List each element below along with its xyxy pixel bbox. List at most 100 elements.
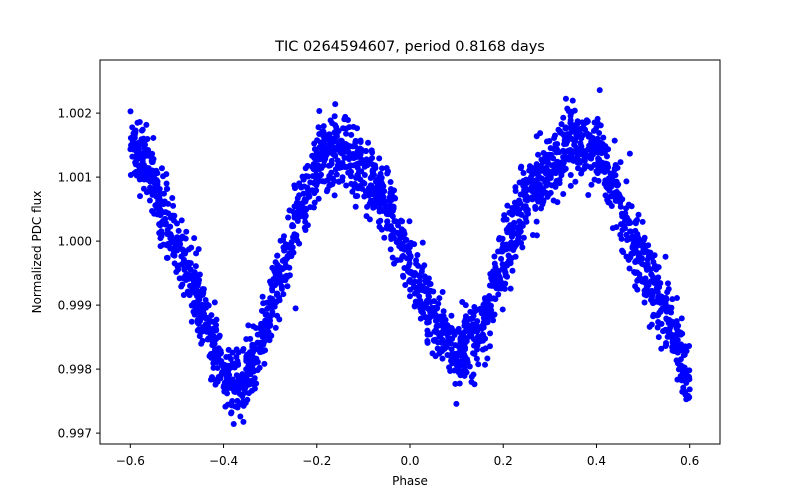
data-point [511,219,518,226]
data-point [369,168,376,175]
data-point [280,291,287,298]
data-point [399,234,406,241]
data-point [372,199,379,206]
data-point [389,254,396,261]
data-point [315,195,322,202]
y-tick-label: 1.001 [58,171,92,185]
data-point [405,263,412,270]
data-point [474,318,481,325]
data-point [184,271,191,278]
data-point [225,376,232,383]
data-point [224,390,231,397]
data-point [511,230,518,237]
data-point [150,134,157,141]
data-point [679,374,686,381]
data-point [452,342,459,349]
data-point [524,195,531,202]
data-point [567,125,574,132]
data-point [614,182,621,189]
data-point [470,336,477,343]
data-point [504,202,511,209]
data-point [655,274,662,281]
data-point [178,253,185,260]
data-point [448,312,455,319]
data-point [575,165,582,172]
data-point [315,124,322,131]
data-point [471,326,478,333]
data-point [375,218,382,225]
data-point [153,167,160,174]
data-point [289,222,296,229]
data-point [433,323,440,330]
data-point [602,192,609,199]
data-point [562,95,569,102]
data-point [487,330,494,337]
data-point [168,234,174,241]
data-point [366,200,373,207]
data-point [663,308,670,315]
data-point [195,246,202,253]
data-point [534,172,541,178]
data-point [457,372,464,379]
data-point [222,403,229,410]
data-point [267,295,274,302]
data-point [233,354,240,361]
data-point [274,252,281,259]
data-point [406,218,413,225]
data-point [150,172,157,179]
data-point [464,358,471,365]
data-point [209,374,215,381]
data-point [663,294,670,301]
data-point [448,346,455,353]
data-point [327,117,334,124]
data-point [159,198,166,205]
data-point [192,263,199,270]
data-point [636,271,643,278]
data-point [628,203,635,210]
data-point [352,203,359,210]
data-point [164,227,171,233]
data-point [153,178,160,185]
data-point [339,174,346,181]
data-point [551,134,558,141]
data-point [502,280,509,287]
data-point [564,136,571,143]
data-point [591,119,598,126]
data-point [399,241,406,248]
data-point [192,300,199,307]
data-point [512,184,519,191]
data-point [662,253,669,260]
data-point [310,161,317,168]
data-point [558,121,565,128]
data-point [641,291,648,298]
data-point [596,130,603,137]
data-point [343,125,350,132]
data-point [354,152,361,159]
data-point [427,309,434,316]
data-point [664,289,671,296]
data-point [427,298,434,305]
data-point [565,147,572,154]
data-point [557,129,564,136]
data-point [671,342,678,349]
data-point [489,277,496,284]
data-point [646,323,653,330]
data-point [578,170,585,177]
data-point [239,393,246,400]
data-point [143,189,150,196]
data-point [658,307,665,314]
data-point [310,204,317,211]
data-point [634,277,641,284]
data-point [254,367,261,374]
data-point [590,127,597,134]
data-point [278,283,285,290]
data-point [223,353,230,360]
data-point [233,372,240,379]
data-point [271,267,278,274]
data-point [163,242,170,249]
data-point [495,272,502,279]
data-point [376,173,383,180]
data-point [579,119,586,126]
data-point [617,203,624,210]
